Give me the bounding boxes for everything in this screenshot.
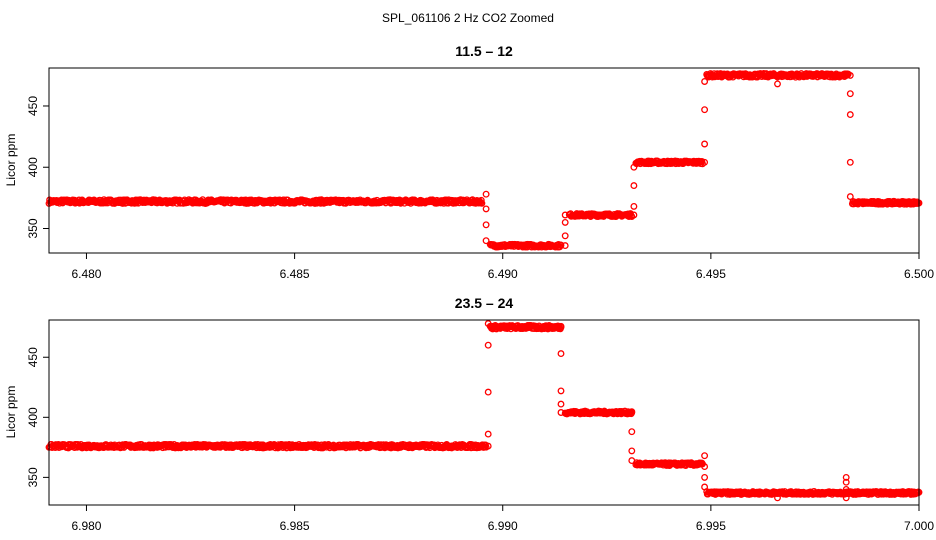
panel-2-frame bbox=[48, 319, 920, 506]
data-point bbox=[484, 430, 492, 438]
panel-2-xtick-label: 7.000 bbox=[904, 519, 934, 533]
panel-2-xtick-label: 6.985 bbox=[280, 519, 310, 533]
data-point bbox=[630, 211, 638, 219]
panel-2-x-ticks: 6.980 6.985 6.990 6.995 7.000 bbox=[71, 505, 934, 533]
data-point bbox=[482, 205, 490, 213]
panel-1-xtick-label: 6.480 bbox=[71, 267, 101, 281]
data-point bbox=[774, 80, 781, 88]
data-point bbox=[701, 140, 709, 148]
figure-title: SPL_061106 2 Hz CO2 Zoomed bbox=[382, 11, 554, 25]
panel-2-xtick-label: 6.990 bbox=[488, 519, 518, 533]
data-point bbox=[701, 158, 709, 166]
data-point bbox=[557, 323, 565, 331]
panel-1-xtick-label: 6.490 bbox=[488, 267, 518, 281]
data-point bbox=[557, 387, 565, 395]
panel-1-points bbox=[45, 70, 923, 251]
panel-2-ytick-label: 350 bbox=[26, 467, 40, 487]
panel-2-ytick-label: 400 bbox=[26, 407, 40, 427]
data-point bbox=[628, 428, 636, 436]
data-point bbox=[484, 388, 492, 396]
data-point bbox=[628, 409, 636, 416]
data-point bbox=[482, 221, 490, 229]
panel-1-ylabel: Licor ppm bbox=[4, 134, 18, 187]
data-point bbox=[701, 473, 709, 481]
data-point bbox=[630, 163, 638, 171]
panel-1-x-ticks: 6.480 6.485 6.490 6.495 6.500 bbox=[71, 253, 934, 281]
data-point bbox=[774, 494, 781, 502]
data-point bbox=[557, 400, 565, 408]
data-point bbox=[846, 71, 854, 79]
panel-2-xtick-label: 6.995 bbox=[696, 519, 726, 533]
data-point bbox=[557, 409, 565, 416]
data-point bbox=[557, 241, 565, 249]
data-point bbox=[842, 478, 850, 486]
data-point bbox=[557, 350, 565, 358]
data-point bbox=[561, 211, 569, 219]
data-point bbox=[701, 106, 709, 114]
panel-1: 11.5 – 12 Licor ppm 350 400 450 6.480 6.485… bbox=[4, 43, 934, 281]
panel-1-frame bbox=[48, 67, 920, 254]
data-point bbox=[628, 457, 636, 465]
panel-1-y-ticks: 350 400 450 bbox=[26, 96, 49, 239]
data-point bbox=[842, 494, 850, 502]
data-point bbox=[482, 237, 490, 245]
data-point bbox=[482, 190, 490, 198]
panel-1-title: 11.5 – 12 bbox=[455, 43, 513, 59]
panel-2-points bbox=[45, 320, 923, 502]
panel-2-y-ticks: 350 400 450 bbox=[26, 347, 49, 487]
panel-2-ytick-label: 450 bbox=[26, 347, 40, 367]
panel-2: 23.5 – 24 Licor ppm 350 400 450 6.980 6.985… bbox=[4, 295, 934, 533]
panel-1-xtick-label: 6.495 bbox=[696, 267, 726, 281]
data-point bbox=[561, 218, 569, 226]
data-point bbox=[701, 78, 709, 85]
panel-2-title: 23.5 – 24 bbox=[455, 295, 514, 311]
data-point bbox=[630, 182, 638, 190]
panel-2-xtick-label: 6.980 bbox=[71, 519, 101, 533]
data-point bbox=[846, 111, 854, 119]
data-point bbox=[561, 232, 569, 240]
data-point bbox=[478, 199, 486, 207]
data-point bbox=[842, 473, 850, 481]
panel-1-ytick-label: 350 bbox=[26, 218, 40, 238]
panel-1-xtick-label: 6.485 bbox=[280, 267, 310, 281]
data-point bbox=[561, 242, 569, 250]
data-point bbox=[846, 193, 854, 201]
data-point bbox=[630, 202, 638, 210]
data-point bbox=[701, 452, 709, 460]
data-point bbox=[701, 463, 709, 471]
data-point bbox=[628, 447, 636, 455]
panel-1-ytick-label: 450 bbox=[26, 96, 40, 116]
data-point bbox=[484, 442, 492, 450]
data-point bbox=[484, 341, 492, 349]
data-point bbox=[484, 320, 492, 328]
panel-1-ytick-label: 400 bbox=[26, 157, 40, 177]
panel-2-ylabel: Licor ppm bbox=[4, 386, 18, 439]
panel-1-xtick-label: 6.500 bbox=[904, 267, 934, 281]
data-point bbox=[701, 483, 709, 491]
data-point bbox=[477, 196, 485, 204]
data-point bbox=[842, 485, 850, 493]
data-point bbox=[846, 90, 854, 98]
data-point bbox=[846, 158, 854, 166]
